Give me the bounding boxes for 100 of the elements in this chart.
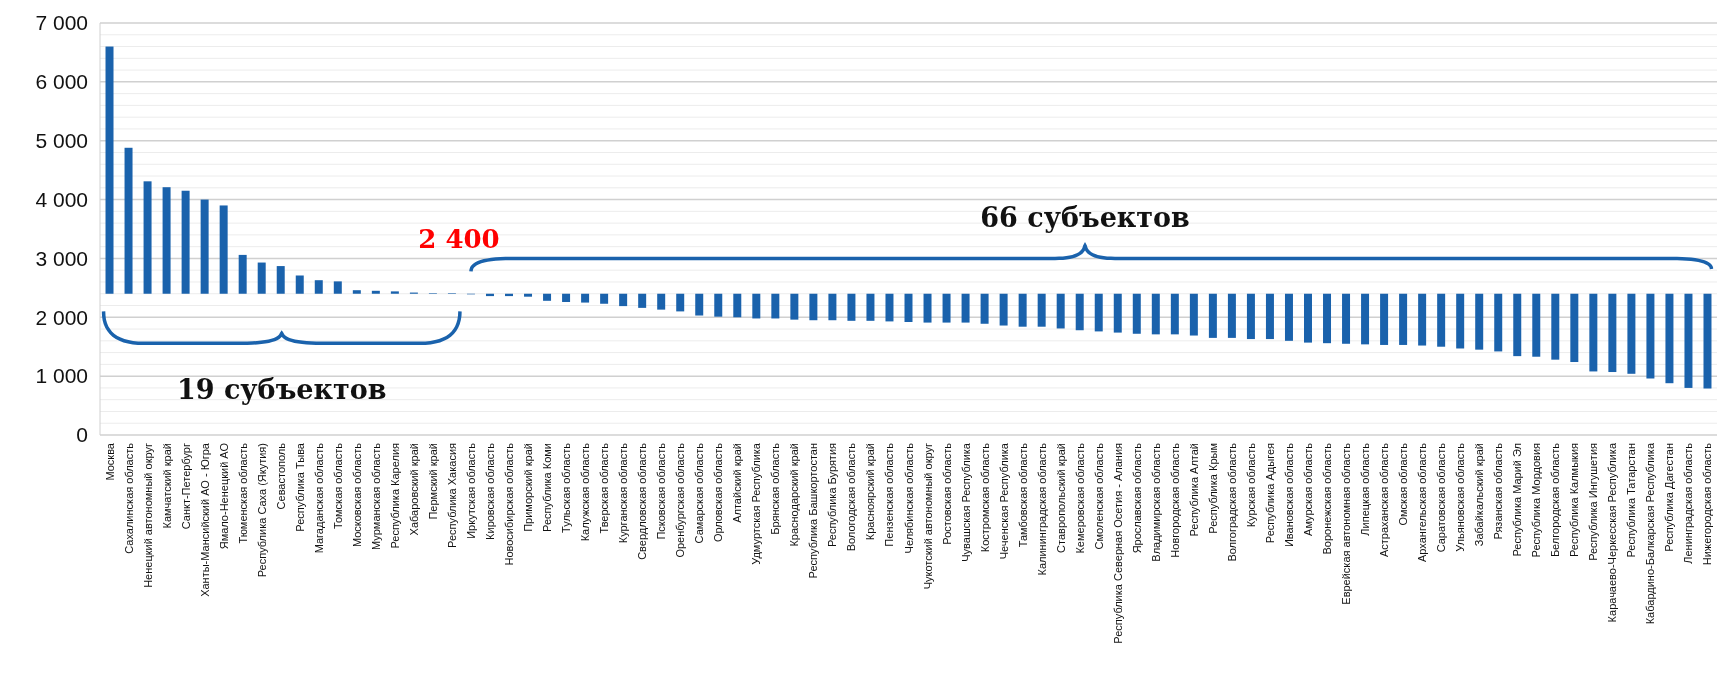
bar — [1380, 293, 1389, 345]
bar — [600, 293, 609, 304]
x-tick-label: Республика Бурятия — [826, 442, 839, 548]
bar — [1304, 293, 1312, 343]
bar — [524, 293, 533, 297]
bar — [200, 199, 209, 294]
x-tick-label: Забайкальский край — [1473, 443, 1486, 547]
bar — [1551, 293, 1560, 360]
x-tick-label: Республика Северная Осетия - Алания — [1111, 442, 1124, 644]
x-tick-label: Камчатский край — [160, 443, 173, 529]
x-tick-label: Ставропольский край — [1054, 443, 1067, 553]
x-tick-label: Приморский край — [522, 443, 535, 532]
y-tick-label: 0 — [76, 423, 88, 447]
x-tick-label: Смоленская область — [1092, 442, 1105, 550]
bar — [885, 293, 894, 322]
bar — [1399, 293, 1408, 345]
x-tick-label: Республика Коми — [541, 443, 554, 532]
y-tick-label: 6 000 — [35, 70, 88, 94]
bar — [1418, 293, 1427, 346]
x-tick-label: Воронежская область — [1321, 442, 1334, 555]
x-tick-label: Краснодарский край — [788, 443, 801, 547]
bar — [124, 147, 133, 294]
bar — [1475, 293, 1484, 350]
x-tick-label: Хабаровский край — [407, 443, 420, 536]
x-tick-label: Московская область — [350, 442, 363, 548]
bar — [771, 293, 780, 319]
bar — [162, 187, 171, 294]
bar — [1532, 293, 1541, 357]
x-tick-label: Чеченская Республика — [997, 442, 1010, 560]
bar — [999, 293, 1008, 326]
bar — [1094, 293, 1103, 332]
bar — [390, 291, 399, 294]
bar — [942, 293, 951, 323]
x-tick-label: Орловская область — [712, 442, 725, 543]
bar — [1494, 293, 1503, 352]
bar — [181, 190, 190, 294]
x-tick-label: Республика Карелия — [388, 442, 401, 549]
bar — [1323, 293, 1332, 344]
x-tick-label: Ярославская область — [1130, 442, 1143, 554]
bar — [581, 293, 590, 303]
bar — [1627, 293, 1636, 374]
y-tick-label: 1 000 — [35, 364, 88, 388]
x-tick-label: Республика Калмыкия — [1568, 442, 1581, 557]
bar — [333, 281, 342, 294]
bar — [1608, 293, 1617, 373]
x-tick-label: Свердловская область — [636, 442, 649, 560]
x-tick-label: Республика Ингушетия — [1587, 442, 1600, 561]
x-tick-label: Костромская область — [978, 442, 991, 553]
y-tick-label: 2 000 — [35, 305, 88, 329]
x-tick-label: Калининградская область — [1035, 442, 1048, 576]
x-tick-label: Астраханская область — [1378, 442, 1391, 558]
x-tick-label: Республика Мордовия — [1530, 442, 1543, 558]
bar — [1113, 293, 1122, 333]
x-tick-label: Белгородская область — [1549, 442, 1562, 558]
x-tick-label: Чувашская Республика — [959, 442, 972, 562]
bar — [1056, 293, 1065, 329]
bar — [1132, 293, 1141, 334]
x-tick-label: Оренбургская область — [674, 442, 687, 558]
x-tick-label: Тульская область — [560, 442, 573, 533]
x-tick-label: Москва — [103, 442, 116, 481]
x-tick-label: Рязанская область — [1492, 442, 1505, 540]
bar — [1703, 293, 1712, 389]
x-tick-label: Ленинградская область — [1682, 442, 1695, 564]
x-tick-label: Курганская область — [617, 442, 630, 544]
x-tick-label: Кемеровская область — [1073, 442, 1086, 554]
bar — [562, 293, 571, 302]
x-tick-label: Омская область — [1397, 442, 1410, 526]
bar — [1151, 293, 1160, 335]
x-tick-label: Мурманская область — [369, 442, 382, 550]
annotation: 19 субъектов — [176, 373, 387, 405]
bar — [714, 293, 723, 317]
y-tick-label: 4 000 — [35, 187, 88, 211]
bar — [238, 254, 247, 294]
x-tick-label: Ростовская область — [940, 442, 953, 545]
x-tick-label: Тюменская область — [236, 442, 249, 544]
bar — [1361, 293, 1370, 345]
x-tick-label: Кабардино-Балкарская Республика — [1644, 442, 1657, 625]
x-tick-label: Ханты-Мансийский АО - Югра — [198, 442, 211, 597]
x-tick-label: Удмуртская Республика — [750, 442, 763, 565]
x-tick-label: Иркутская область — [464, 442, 477, 539]
bar — [1075, 293, 1084, 331]
x-tick-label: Курская область — [1244, 442, 1257, 528]
x-tick-label: Саратовская область — [1435, 442, 1448, 553]
x-tick-label: Пензенская область — [883, 442, 896, 547]
bar — [1646, 293, 1655, 379]
x-tick-label: Республика Хакасия — [445, 442, 458, 548]
bar — [1189, 293, 1198, 336]
bar — [1227, 293, 1236, 338]
x-tick-label: Республика Алтай — [1187, 443, 1200, 537]
x-tick-label: Новгородская область — [1168, 442, 1181, 558]
bar — [980, 293, 989, 324]
y-tick-label: 5 000 — [35, 129, 88, 153]
x-tick-label: Еврейская автономная область — [1340, 442, 1353, 605]
bar — [638, 293, 647, 308]
x-tick-label: Республика Башкортостан — [807, 443, 820, 579]
x-tick-label: Челябинская область — [902, 442, 915, 554]
x-tick-label: Калужская область — [579, 442, 592, 542]
bar — [752, 293, 761, 319]
x-tick-label: Алтайский край — [731, 443, 744, 523]
bar — [105, 46, 114, 294]
